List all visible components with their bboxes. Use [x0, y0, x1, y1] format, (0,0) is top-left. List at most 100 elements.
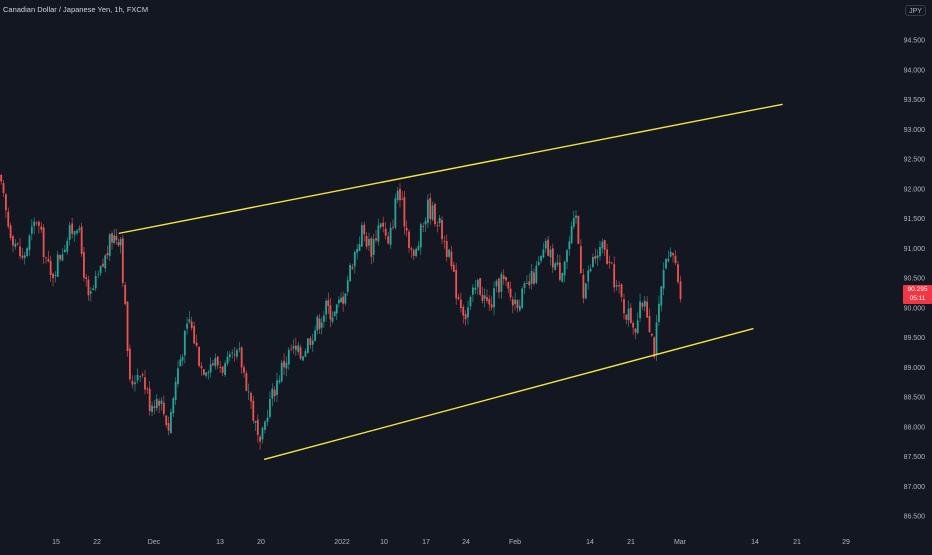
candle-body	[304, 351, 307, 357]
candle-body	[126, 301, 129, 351]
candle-body	[80, 226, 83, 254]
candle-body	[9, 225, 12, 238]
candle-body	[349, 265, 351, 282]
candle-body	[233, 354, 236, 356]
price-tick-label: 89.000	[904, 365, 926, 372]
candle-body	[426, 199, 429, 223]
candle-body	[181, 357, 184, 361]
candle-body	[221, 366, 224, 373]
candle-body	[375, 238, 377, 241]
candle-body	[61, 254, 64, 261]
candle-body	[667, 258, 670, 262]
candle-body	[509, 288, 512, 298]
currency-badge[interactable]: JPY	[905, 5, 926, 16]
candle-body	[331, 317, 334, 322]
candle-body	[183, 330, 186, 356]
candle-body	[228, 354, 231, 357]
candle-body	[119, 239, 122, 246]
candle-body	[316, 316, 319, 331]
candle-body	[412, 250, 415, 257]
time-tick-label: 17	[422, 539, 430, 546]
candle-body	[636, 320, 639, 334]
candle-body	[639, 301, 641, 319]
candle-body	[117, 242, 120, 246]
candle-body	[45, 257, 47, 259]
upper-channel-trendline[interactable]	[118, 103, 783, 235]
candle-body	[198, 346, 200, 366]
candle-body	[360, 225, 363, 247]
candle-body	[643, 300, 646, 307]
candle-body	[290, 348, 293, 350]
candle-body	[679, 281, 682, 300]
price-tick-label: 94.500	[904, 38, 926, 45]
candle-body	[603, 240, 606, 250]
candle-body	[177, 368, 179, 384]
time-tick-label: 15	[52, 539, 60, 546]
candle-body	[111, 233, 113, 243]
candle-body	[613, 264, 616, 288]
price-tick-label: 94.000	[904, 67, 926, 74]
candle-body	[205, 372, 208, 376]
candle-body	[153, 406, 156, 409]
candle-body	[365, 236, 368, 247]
candle-body	[410, 248, 413, 250]
candle-body	[89, 291, 92, 294]
time-tick-label: 10	[380, 539, 388, 546]
candle-body	[618, 285, 620, 287]
price-axis[interactable]: 86.500 87.000 87.500 88.000 88.500 89.000 89.5…	[904, 38, 926, 521]
candle-body	[448, 249, 451, 257]
candle-body	[26, 248, 29, 256]
candle-body	[472, 287, 474, 295]
candle-body	[441, 219, 443, 240]
price-tick-label: 87.000	[904, 484, 926, 491]
candle-body	[568, 241, 571, 250]
candle-body	[474, 287, 477, 290]
candle-body	[19, 246, 21, 257]
candle-body	[584, 283, 587, 299]
candle-body	[382, 222, 385, 227]
candle-body	[521, 288, 524, 308]
candle-body	[94, 275, 97, 289]
candle-body	[443, 240, 446, 242]
candle-body	[627, 308, 630, 321]
candle-body	[363, 224, 366, 235]
time-tick-label: Mar	[674, 539, 687, 546]
candle-body	[2, 183, 5, 193]
candle-body	[353, 251, 356, 267]
candle-body	[392, 226, 394, 228]
candle-body	[193, 326, 196, 344]
candle-body	[608, 261, 611, 263]
candle-body	[384, 228, 387, 236]
trendlines-layer[interactable]	[118, 103, 783, 461]
candle-body	[587, 270, 590, 282]
candle-body	[662, 269, 665, 289]
candle-body	[158, 400, 161, 406]
candle-body	[97, 274, 100, 275]
candle-body	[502, 275, 505, 280]
candle-body	[674, 255, 677, 264]
candle-body	[650, 333, 653, 336]
candle-body	[318, 318, 321, 329]
time-axis[interactable]: 15 22 Dec 13 20 2022 10 17 24 Feb 14 21 Mar 14 21 29	[52, 539, 850, 546]
lower-channel-trendline[interactable]	[263, 327, 754, 461]
candle-body	[200, 365, 203, 369]
candle-body	[30, 226, 33, 234]
candle-body	[399, 188, 401, 201]
symbol-title[interactable]: Canadian Dollar / Japanese Yen, 1h, FXCM	[3, 5, 149, 14]
candle-body	[148, 388, 151, 411]
candle-body	[479, 278, 482, 295]
price-tick-label: 93.500	[904, 97, 926, 104]
candle-body	[329, 305, 332, 320]
candle-body	[572, 218, 575, 227]
candle-body	[582, 274, 585, 299]
candle-body	[136, 374, 139, 381]
candle-body	[49, 260, 52, 276]
candle-body	[542, 249, 545, 258]
candle-body	[368, 238, 370, 246]
candle-body	[523, 283, 526, 288]
candle-body	[320, 322, 323, 328]
candle-body	[14, 243, 17, 247]
candle-body	[54, 275, 57, 276]
